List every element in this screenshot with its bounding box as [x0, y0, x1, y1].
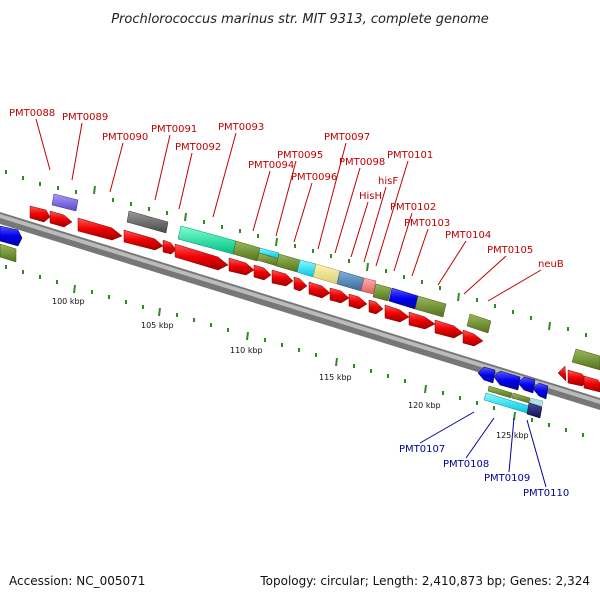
- gene-label-PMT0104[interactable]: PMT0104: [445, 230, 491, 241]
- forward-cds-arrow[interactable]: [583, 375, 600, 393]
- forward-cds-arrow[interactable]: [329, 287, 350, 304]
- forward-cds-arrow[interactable]: [174, 243, 229, 271]
- forward-cds-arrow[interactable]: [348, 293, 368, 310]
- feature-block-blue[interactable]: [388, 287, 419, 310]
- major-tick: [246, 331, 249, 341]
- forward-cds-arrow[interactable]: [162, 239, 177, 255]
- feature-block-olive[interactable]: [466, 313, 492, 334]
- gene-label-PMT0089[interactable]: PMT0089: [62, 112, 108, 123]
- feature-block-midnightblue[interactable]: [526, 402, 543, 419]
- gene-label-PMT0090[interactable]: PMT0090: [102, 132, 148, 143]
- feature-block-olive[interactable]: [571, 348, 600, 371]
- feature-block-khaki[interactable]: [312, 263, 341, 285]
- forward-cds-arrow[interactable]: [271, 269, 294, 287]
- feature-block-slateblue[interactable]: [51, 193, 79, 212]
- gene-label-PMT0096[interactable]: PMT0096: [291, 172, 337, 183]
- reverse-feature-category-row: [483, 385, 544, 419]
- forward-cds-arrow[interactable]: [462, 329, 484, 347]
- forward-cds-arrow[interactable]: [228, 257, 255, 276]
- edge-features-left: [0, 225, 23, 263]
- forward-cds-arrow[interactable]: [408, 311, 436, 330]
- genome-backbone: [0, 212, 600, 410]
- feature-block-olive[interactable]: [232, 240, 261, 262]
- forward-cds-row-1: [29, 205, 600, 393]
- feature-block-lightcoral[interactable]: [360, 277, 377, 295]
- gene-label-PMT0098[interactable]: PMT0098: [339, 157, 385, 168]
- accession-text: Accession: NC_005071: [9, 574, 145, 588]
- scale-label-105kbp: 105 kbp: [141, 321, 174, 330]
- feature-block-olive[interactable]: [414, 295, 447, 318]
- feature-block-olive[interactable]: [372, 283, 392, 302]
- feature-block-powderblue[interactable]: [529, 397, 544, 407]
- scale-track: [5, 265, 584, 437]
- reverse-cds-row: [477, 366, 549, 400]
- forward-cds-arrow[interactable]: [77, 217, 123, 241]
- forward-cds-arrow[interactable]: [253, 264, 272, 281]
- reverse-cds-arrow[interactable]: [477, 366, 496, 384]
- forward-cds-arrow[interactable]: [308, 281, 331, 299]
- forward-cds-arrow[interactable]: [434, 319, 464, 339]
- gene-label-PMT0105[interactable]: PMT0105: [487, 245, 533, 256]
- gene-label-PMT0097[interactable]: PMT0097: [324, 132, 370, 143]
- gene-label-neuB[interactable]: neuB: [538, 259, 564, 270]
- gene-labels-forward: PMT0088 PMT0089 PMT0090 PMT0091 PMT0092 …: [9, 108, 564, 302]
- gene-label-hisF[interactable]: hisF: [378, 176, 398, 187]
- forward-cds-arrow[interactable]: [557, 365, 567, 382]
- scale-label-115kbp: 115 kbp: [319, 373, 352, 382]
- gene-label-PMT0088[interactable]: PMT0088: [9, 108, 55, 119]
- gene-label-PMT0102[interactable]: PMT0102: [390, 202, 436, 213]
- gene-label-PMT0094[interactable]: PMT0094: [248, 160, 294, 171]
- reverse-cds-arrow[interactable]: [0, 225, 23, 247]
- genome-summary-text: Topology: circular; Length: 2,410,873 bp…: [259, 574, 590, 588]
- feature-block-steelblue[interactable]: [336, 270, 365, 292]
- feature-block-cyan[interactable]: [296, 259, 317, 278]
- outer-dot-track: [5, 170, 587, 337]
- forward-cds-arrow[interactable]: [49, 210, 73, 228]
- scale-label-110kbp: 110 kbp: [230, 346, 263, 355]
- reverse-cds-arrow[interactable]: [517, 376, 536, 394]
- major-tick: [424, 384, 427, 394]
- gene-label-PMT0103[interactable]: PMT0103: [404, 218, 450, 229]
- major-tick: [73, 284, 76, 294]
- scale-label-120kbp: 120 kbp: [408, 401, 441, 410]
- map-title: Prochlorococcus marinus str. MIT 9313, c…: [111, 12, 489, 27]
- gene-label-PMT0109[interactable]: PMT0109: [484, 473, 530, 484]
- forward-cds-arrow[interactable]: [123, 229, 164, 251]
- forward-cds-arrow[interactable]: [368, 299, 384, 315]
- feature-block-olive[interactable]: [275, 253, 301, 273]
- reverse-cds-arrow[interactable]: [532, 382, 549, 400]
- major-tick: [158, 307, 161, 317]
- gene-label-HisH[interactable]: HisH: [359, 191, 382, 202]
- gene-labels-reverse: PMT0107 PMT0108 PMT0109 PMT0110: [399, 411, 569, 499]
- gene-label-PMT0092[interactable]: PMT0092: [175, 142, 221, 153]
- feature-block-olive[interactable]: [487, 385, 513, 399]
- forward-cds-arrow[interactable]: [29, 205, 51, 223]
- forward-cds-arrow[interactable]: [293, 276, 308, 292]
- gene-label-PMT0095[interactable]: PMT0095: [277, 150, 323, 161]
- gene-label-PMT0110[interactable]: PMT0110: [523, 488, 569, 499]
- feature-block-gray[interactable]: [126, 210, 169, 234]
- gene-label-PMT0107[interactable]: PMT0107: [399, 444, 445, 455]
- forward-cds-arrow[interactable]: [384, 304, 410, 323]
- gene-label-PMT0093[interactable]: PMT0093: [218, 122, 264, 133]
- major-tick: [335, 357, 338, 367]
- feature-block-olive[interactable]: [0, 243, 17, 263]
- gene-label-PMT0101[interactable]: PMT0101: [387, 150, 433, 161]
- feature-category-row: [51, 193, 600, 371]
- gene-label-PMT0108[interactable]: PMT0108: [443, 459, 489, 470]
- gene-label-PMT0091[interactable]: PMT0091: [151, 124, 197, 135]
- scale-label-100kbp: 100 kbp: [52, 297, 85, 306]
